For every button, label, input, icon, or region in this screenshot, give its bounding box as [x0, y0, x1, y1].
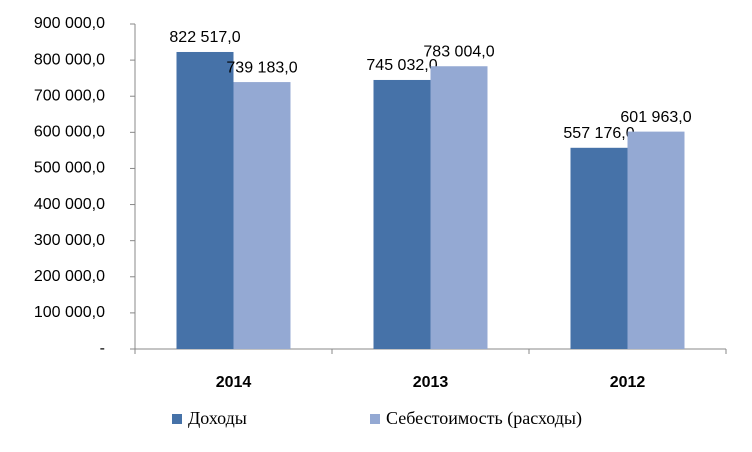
x-tick-label: 2012: [610, 374, 646, 391]
y-tick-label: 200 000,0: [34, 268, 105, 285]
data-label: 601 963,0: [620, 109, 691, 126]
y-tick-label: 900 000,0: [34, 15, 105, 32]
bar: [373, 79, 431, 349]
legend-swatch: [370, 414, 380, 424]
bar: [233, 82, 291, 349]
data-label: 739 183,0: [226, 59, 297, 76]
bar: [570, 147, 628, 349]
y-tick-label: 600 000,0: [34, 124, 105, 141]
bar: [627, 131, 685, 349]
legend-label: Доходы: [188, 408, 247, 428]
y-tick-label: 800 000,0: [34, 51, 105, 68]
data-label: 557 176,0: [563, 125, 634, 142]
y-tick-label: 500 000,0: [34, 160, 105, 177]
y-tick-label: 300 000,0: [34, 232, 105, 249]
x-tick-label: 2014: [216, 374, 252, 391]
data-label: 783 004,0: [423, 43, 494, 60]
data-label: 745 032,0: [366, 57, 437, 74]
x-tick-label: 2013: [413, 374, 449, 391]
legend-swatch: [172, 414, 182, 424]
y-tick-label: 400 000,0: [34, 196, 105, 213]
y-tick-label: -: [100, 340, 105, 357]
data-label: 822 517,0: [169, 29, 240, 46]
y-tick-label: 700 000,0: [34, 87, 105, 104]
bar: [176, 51, 234, 349]
y-tick-label: 100 000,0: [34, 304, 105, 321]
legend-label: Себестоимость (расходы): [386, 408, 582, 429]
bar: [430, 66, 488, 349]
